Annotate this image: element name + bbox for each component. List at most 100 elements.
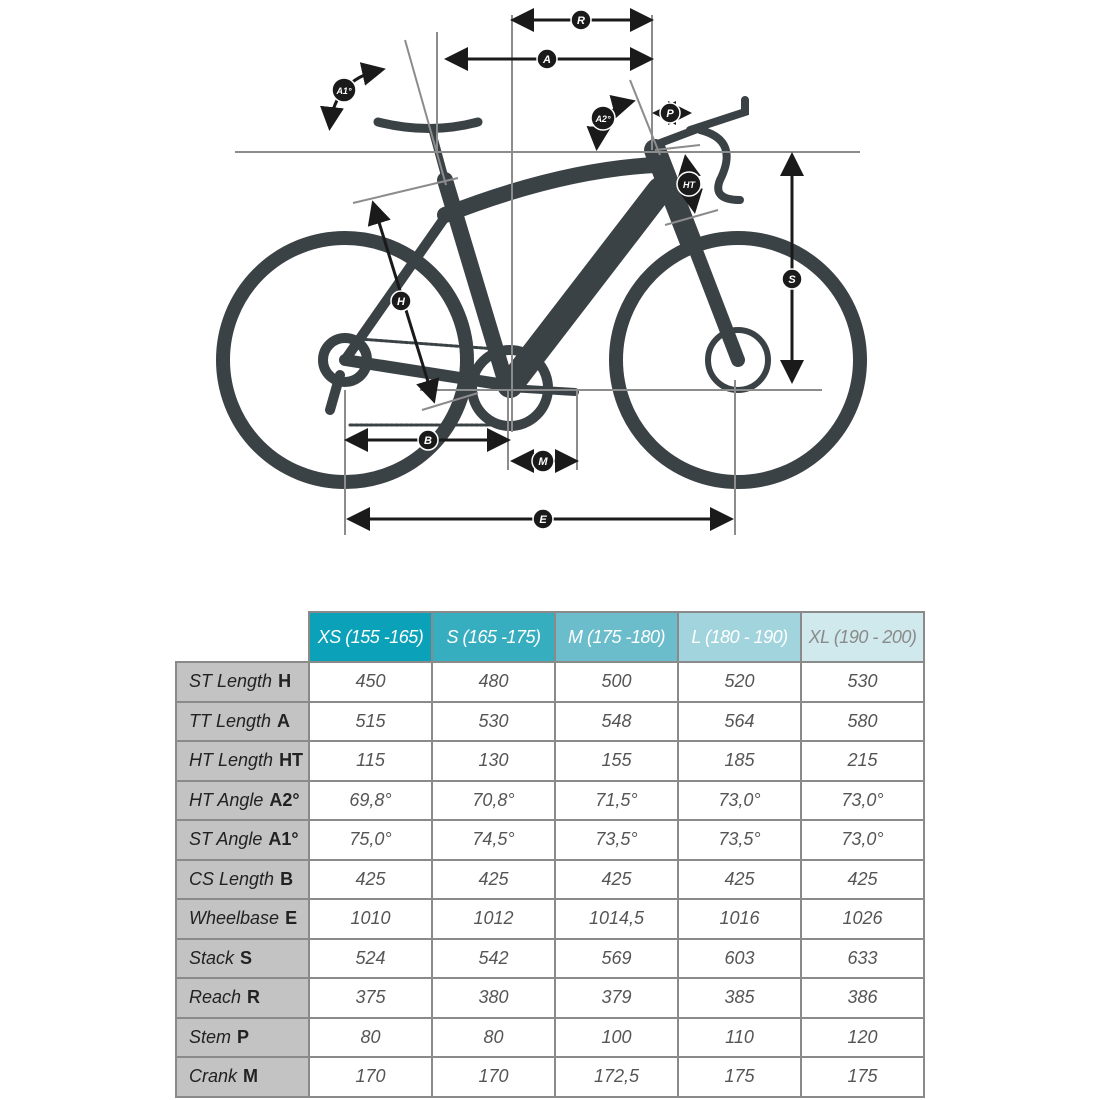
table-row: Reach R 375 380 379 385 386 [175, 977, 925, 1019]
table-cell: 70,8° [431, 779, 556, 821]
table-row: ST Angle A1° 75,0° 74,5° 73,5° 73,5° 73,0° [175, 819, 925, 861]
header-corner [176, 612, 309, 662]
svg-text:S: S [788, 274, 796, 286]
svg-text:B: B [424, 435, 432, 447]
row-name: ST Length [189, 671, 273, 692]
table-cell: 74,5° [431, 819, 556, 861]
table-cell: 170 [308, 1056, 433, 1098]
size-header-2: M (175 -180) [554, 611, 679, 663]
row-name: ST Angle [189, 829, 263, 850]
table-cell: 73,5° [677, 819, 802, 861]
front-wheel [609, 231, 867, 489]
size-header-4: XL (190 - 200) [800, 611, 925, 663]
dimension-label-b: B [417, 429, 439, 451]
bike-geometry-diagram: R A A1° A2° P HT S H B M E [216, 8, 867, 535]
seatpost [428, 126, 451, 189]
table-cell: 110 [677, 1016, 802, 1058]
row-label: Crank M [175, 1056, 310, 1098]
svg-text:R: R [577, 15, 585, 27]
dimension-label-p: P [659, 102, 681, 124]
table-cell: 71,5° [554, 779, 679, 821]
bike-drawing [216, 96, 867, 489]
table-cell: 500 [554, 661, 679, 703]
row-label: Reach R [175, 977, 310, 1019]
table-cell: 100 [554, 1016, 679, 1058]
table-cell: 1014,5 [554, 898, 679, 940]
row-name: Crank [189, 1066, 238, 1087]
table-cell: 172,5 [554, 1056, 679, 1098]
table-row: TT Length A 515 530 548 564 580 [175, 700, 925, 742]
row-label: HT Length HT [175, 740, 310, 782]
table-row: Stack S 524 542 569 603 633 [175, 937, 925, 979]
row-code: P [237, 1026, 250, 1047]
table-cell: 185 [677, 740, 802, 782]
row-label: Stem P [175, 1016, 310, 1058]
seat-tube [437, 172, 513, 388]
row-name: HT Angle [189, 789, 264, 810]
size-header-0: XS (155 -165) [308, 611, 433, 663]
table-cell: 75,0° [308, 819, 433, 861]
table-cell: 425 [554, 858, 679, 900]
table-cell: 542 [431, 937, 556, 979]
svg-text:HT: HT [683, 180, 696, 190]
row-name: Stack [189, 947, 235, 968]
table-cell: 530 [800, 661, 925, 703]
dimension-label-e: E [532, 508, 554, 530]
svg-text:E: E [539, 514, 547, 526]
table-cell: 175 [677, 1056, 802, 1098]
table-cell: 1012 [431, 898, 556, 940]
table-cell: 69,8° [308, 779, 433, 821]
table-cell: 1010 [308, 898, 433, 940]
table-row: Wheelbase E 1010 1012 1014,5 1016 1026 [175, 898, 925, 940]
fork [681, 223, 745, 367]
row-label: Stack S [175, 937, 310, 979]
dimension-label-ht: HT [676, 171, 702, 197]
dimension-label-a2: A2° [590, 105, 616, 131]
table-cell: 73,0° [800, 819, 925, 861]
row-code: S [240, 947, 253, 968]
table-cell: 450 [308, 661, 433, 703]
row-name: HT Length [189, 750, 274, 771]
table-cell: 155 [554, 740, 679, 782]
row-code: M [243, 1066, 259, 1087]
dimension-label-h: H [390, 290, 412, 312]
svg-text:A: A [542, 54, 551, 66]
table-cell: 425 [308, 858, 433, 900]
table-cell: 386 [800, 977, 925, 1019]
table-cell: 569 [554, 937, 679, 979]
table-cell: 530 [431, 700, 556, 742]
row-code: B [280, 868, 294, 889]
table-row: Crank M 170 170 172,5 175 175 [175, 1056, 925, 1098]
svg-text:P: P [666, 108, 674, 120]
table-cell: 633 [800, 937, 925, 979]
table-cell: 1026 [800, 898, 925, 940]
table-cell: 379 [554, 977, 679, 1019]
table-cell: 130 [431, 740, 556, 782]
table-cell: 603 [677, 937, 802, 979]
table-cell: 73,5° [554, 819, 679, 861]
table-cell: 425 [431, 858, 556, 900]
table-cell: 175 [800, 1056, 925, 1098]
svg-text:A2°: A2° [594, 114, 611, 124]
dimension-label-r: R [570, 9, 592, 31]
row-name: Wheelbase [189, 908, 280, 929]
table-cell: 215 [800, 740, 925, 782]
table-cell: 1016 [677, 898, 802, 940]
row-label: CS Length B [175, 858, 310, 900]
row-name: TT Length [189, 710, 272, 731]
dimension-label-a1: A1° [331, 77, 357, 103]
dimension-label-s: S [781, 268, 803, 290]
svg-text:H: H [397, 296, 406, 308]
table-cell: 380 [431, 977, 556, 1019]
row-label: TT Length A [175, 700, 310, 742]
dimension-label-a: A [536, 48, 558, 70]
dimension-labels: R A A1° A2° P HT S H B M E [331, 9, 803, 530]
table-cell: 73,0° [677, 779, 802, 821]
table-cell: 375 [308, 977, 433, 1019]
row-code: A1° [268, 829, 299, 850]
size-header-1: S (165 -175) [431, 611, 556, 663]
svg-text:A1°: A1° [335, 86, 352, 96]
row-code: E [285, 908, 298, 929]
table-row: HT Angle A2° 69,8° 70,8° 71,5° 73,0° 73,0° [175, 779, 925, 821]
table-cell: 80 [431, 1016, 556, 1058]
